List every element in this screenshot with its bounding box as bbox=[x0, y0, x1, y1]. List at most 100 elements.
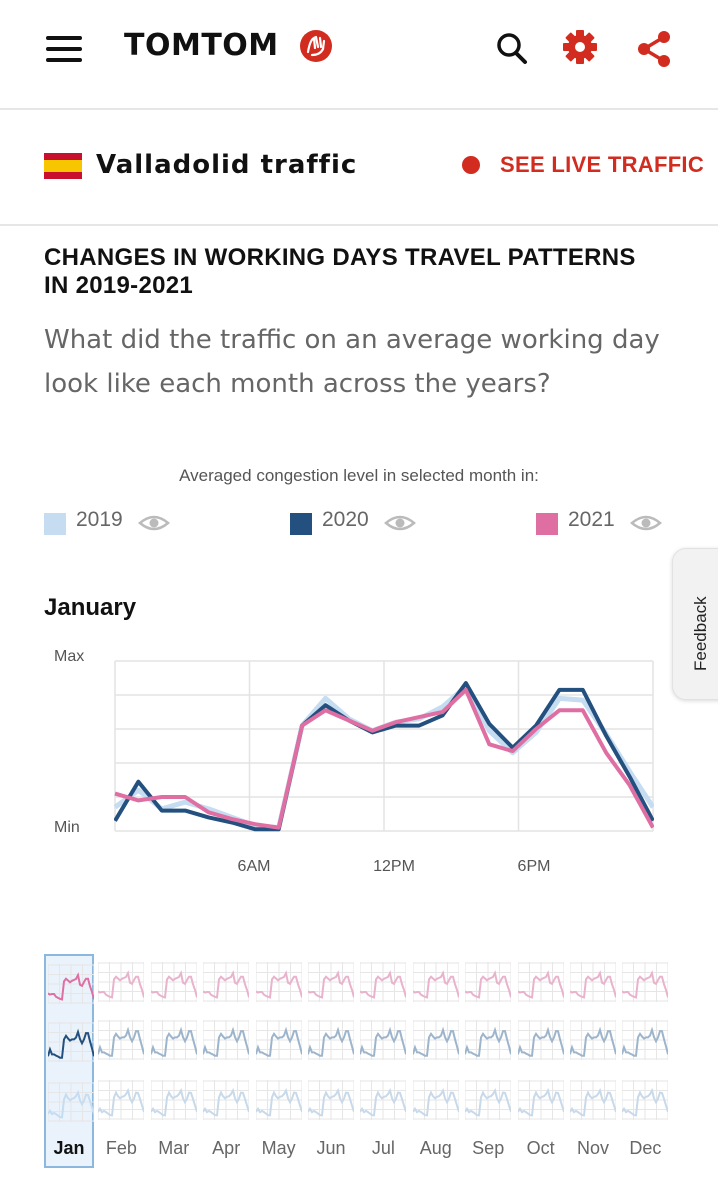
month-label-mar[interactable]: Mar bbox=[158, 1138, 190, 1158]
thumbnail-chart-2021 bbox=[517, 962, 564, 1002]
thumbnail-chart-2021 bbox=[48, 964, 94, 1004]
month-label-jan[interactable]: Jan bbox=[53, 1138, 85, 1158]
thumbnail-line-2020 bbox=[360, 1026, 407, 1057]
thumbnail-line-2021 bbox=[308, 970, 354, 999]
legend-label-2020: 2020 bbox=[322, 508, 369, 531]
thumbnail-line-2020 bbox=[465, 1026, 512, 1057]
chart-title: January bbox=[44, 594, 137, 621]
menu-icon[interactable] bbox=[46, 36, 82, 62]
thumbnail-chart-2020 bbox=[98, 1020, 145, 1060]
thumbnail-chart-2021 bbox=[98, 962, 145, 1002]
tomtom-hand-logo-icon bbox=[300, 30, 332, 62]
thumbnail-chart-2021 bbox=[150, 962, 197, 1002]
month-thumbnail-nov[interactable] bbox=[568, 954, 618, 1168]
thumbnail-line-2020 bbox=[98, 1026, 145, 1057]
month-label-dec[interactable]: Dec bbox=[629, 1138, 662, 1158]
thumbnail-line-2020 bbox=[48, 1028, 94, 1059]
section-subtitle: What did the traffic on an average worki… bbox=[44, 325, 660, 399]
month-thumbnail-aug[interactable] bbox=[411, 954, 461, 1168]
month-thumbnail-apr[interactable] bbox=[201, 954, 251, 1168]
month-thumbnail-jan[interactable] bbox=[44, 954, 94, 1168]
thumbnail-line-2021 bbox=[465, 970, 512, 999]
month-label-feb[interactable]: Feb bbox=[105, 1138, 137, 1158]
thumbnail-line-2019 bbox=[308, 1087, 354, 1117]
legend-swatch-2021 bbox=[536, 513, 558, 535]
eye-icon[interactable] bbox=[138, 511, 170, 535]
gear-icon[interactable] bbox=[562, 28, 598, 68]
thumbnail-line-2019 bbox=[48, 1089, 94, 1119]
main-line-chart bbox=[114, 660, 654, 832]
month-label-oct[interactable]: Oct bbox=[526, 1138, 555, 1158]
search-icon[interactable] bbox=[494, 28, 530, 68]
legend-swatch-2019 bbox=[44, 513, 66, 535]
thumbnail-chart-2019 bbox=[98, 1080, 145, 1120]
thumbnail-chart-2020 bbox=[465, 1020, 512, 1060]
series-line-2021 bbox=[114, 687, 654, 830]
month-thumbnail-oct[interactable] bbox=[516, 954, 566, 1168]
thumbnail-line-2021 bbox=[98, 970, 145, 999]
thumbnail-chart-2021 bbox=[622, 962, 669, 1002]
feedback-tab[interactable]: Feedback bbox=[672, 548, 718, 700]
legend-label-2021: 2021 bbox=[568, 508, 615, 531]
eye-icon[interactable] bbox=[384, 511, 416, 535]
tomtom-logo[interactable]: TOMTOM bbox=[124, 28, 279, 63]
thumbnail-chart-2020 bbox=[360, 1020, 407, 1060]
thumbnail-line-2021 bbox=[412, 970, 459, 999]
month-label-sep[interactable]: Sep bbox=[472, 1138, 505, 1158]
thumbnail-chart-2019 bbox=[465, 1080, 512, 1120]
thumbnail-line-2019 bbox=[203, 1087, 250, 1117]
thumbnail-chart-2020 bbox=[570, 1020, 616, 1060]
city-header: Valladolid traffic SEE LIVE TRAFFIC bbox=[0, 110, 718, 226]
thumbnail-chart-2019 bbox=[360, 1080, 407, 1120]
month-thumbnail-jun[interactable] bbox=[306, 954, 356, 1168]
series-line-2020 bbox=[114, 681, 654, 832]
month-thumbnail-sep[interactable] bbox=[463, 954, 513, 1168]
month-label-jul[interactable]: Jul bbox=[371, 1138, 395, 1158]
x-tick-6am: 6AM bbox=[237, 858, 271, 875]
thumbnail-chart-2020 bbox=[517, 1020, 564, 1060]
month-label-aug[interactable]: Aug bbox=[419, 1138, 452, 1158]
see-live-traffic-label: SEE LIVE TRAFFIC bbox=[500, 152, 705, 177]
thumbnail-line-2019 bbox=[465, 1087, 512, 1117]
month-label-nov[interactable]: Nov bbox=[576, 1138, 609, 1158]
thumbnail-line-2021 bbox=[48, 972, 94, 1001]
eye-icon[interactable] bbox=[630, 511, 662, 535]
thumbnail-chart-2021 bbox=[360, 962, 407, 1002]
month-label-jun[interactable]: Jun bbox=[316, 1138, 346, 1158]
thumbnail-chart-2019 bbox=[517, 1080, 564, 1120]
thumbnail-chart-2021 bbox=[570, 962, 616, 1002]
x-tick-6pm: 6PM bbox=[517, 858, 551, 875]
thumbnail-chart-2021 bbox=[308, 962, 354, 1002]
thumbnail-chart-2019 bbox=[203, 1080, 250, 1120]
month-label-apr[interactable]: Apr bbox=[212, 1138, 241, 1158]
thumbnail-chart-2021 bbox=[412, 962, 459, 1002]
thumbnail-line-2019 bbox=[622, 1087, 669, 1117]
thumbnail-line-2019 bbox=[255, 1087, 302, 1117]
month-label-may[interactable]: May bbox=[261, 1138, 296, 1158]
thumbnail-line-2019 bbox=[98, 1087, 145, 1117]
month-thumbnail-dec[interactable] bbox=[620, 954, 670, 1168]
thumbnail-line-2021 bbox=[360, 970, 407, 999]
month-thumbnail-mar[interactable] bbox=[149, 954, 199, 1168]
month-thumbnail-may[interactable] bbox=[254, 954, 304, 1168]
thumbnail-chart-2019 bbox=[48, 1082, 94, 1122]
thumbnail-line-2019 bbox=[360, 1087, 407, 1117]
legend-swatch-2020 bbox=[290, 513, 312, 535]
thumbnail-chart-2020 bbox=[308, 1020, 354, 1060]
thumbnail-line-2020 bbox=[622, 1026, 669, 1057]
city-title: Valladolid traffic bbox=[96, 150, 358, 180]
thumbnail-chart-2020 bbox=[622, 1020, 669, 1060]
thumbnail-line-2019 bbox=[150, 1087, 197, 1117]
thumbnail-line-2021 bbox=[570, 970, 616, 999]
thumbnail-line-2019 bbox=[570, 1087, 616, 1117]
month-thumbnail-feb[interactable] bbox=[96, 954, 146, 1168]
month-thumbnail-jul[interactable] bbox=[358, 954, 408, 1168]
share-icon[interactable] bbox=[636, 28, 672, 68]
thumbnail-line-2020 bbox=[412, 1026, 459, 1057]
thumbnail-line-2020 bbox=[150, 1026, 197, 1057]
section-title: CHANGES IN WORKING DAYS TRAVEL PATTERNS … bbox=[44, 244, 636, 299]
thumbnail-chart-2019 bbox=[622, 1080, 669, 1120]
thumbnail-line-2020 bbox=[203, 1026, 250, 1057]
legend-caption: Averaged congestion level in selected mo… bbox=[179, 466, 539, 485]
thumbnail-chart-2019 bbox=[308, 1080, 354, 1120]
